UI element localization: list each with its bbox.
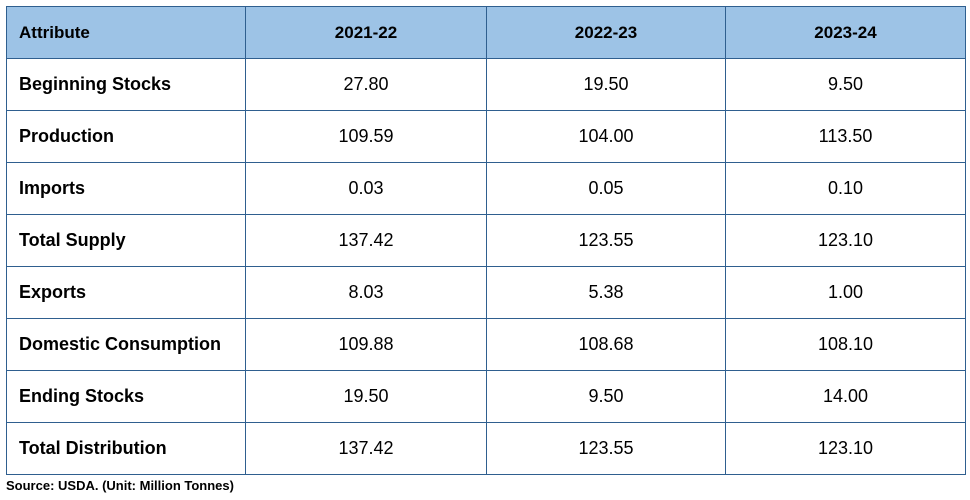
value-cell: 123.55	[486, 214, 726, 267]
value-cell: 109.59	[245, 110, 487, 163]
value-cell: 0.03	[245, 162, 487, 215]
value-cell: 108.10	[725, 318, 966, 371]
header-row: Attribute 2021-22 2022-23 2023-24	[6, 6, 966, 59]
row-label: Beginning Stocks	[6, 58, 246, 111]
table-row: Ending Stocks 19.50 9.50 14.00	[6, 370, 966, 423]
value-cell: 113.50	[725, 110, 966, 163]
value-cell: 0.05	[486, 162, 726, 215]
value-cell: 137.42	[245, 422, 487, 475]
value-cell: 1.00	[725, 266, 966, 319]
header-cell: 2023-24	[725, 6, 966, 59]
table-row: Beginning Stocks 27.80 19.50 9.50	[6, 58, 966, 111]
value-cell: 109.88	[245, 318, 487, 371]
value-cell: 0.10	[725, 162, 966, 215]
value-cell: 108.68	[486, 318, 726, 371]
source-note: Source: USDA. (Unit: Million Tonnes)	[6, 478, 234, 493]
value-cell: 27.80	[245, 58, 487, 111]
row-label: Imports	[6, 162, 246, 215]
table-row: Total Distribution 137.42 123.55 123.10	[6, 422, 966, 475]
value-cell: 19.50	[486, 58, 726, 111]
row-label: Ending Stocks	[6, 370, 246, 423]
value-cell: 8.03	[245, 266, 487, 319]
value-cell: 14.00	[725, 370, 966, 423]
table-row: Exports 8.03 5.38 1.00	[6, 266, 966, 319]
row-label: Domestic Consumption	[6, 318, 246, 371]
value-cell: 19.50	[245, 370, 487, 423]
value-cell: 137.42	[245, 214, 487, 267]
header-cell: Attribute	[6, 6, 246, 59]
table-row: Imports 0.03 0.05 0.10	[6, 162, 966, 215]
value-cell: 9.50	[725, 58, 966, 111]
table-row: Production 109.59 104.00 113.50	[6, 110, 966, 163]
header-cell: 2022-23	[486, 6, 726, 59]
row-label: Production	[6, 110, 246, 163]
value-cell: 123.55	[486, 422, 726, 475]
header-cell: 2021-22	[245, 6, 487, 59]
value-cell: 123.10	[725, 422, 966, 475]
table-row: Domestic Consumption 109.88 108.68 108.10	[6, 318, 966, 371]
value-cell: 9.50	[486, 370, 726, 423]
row-label: Exports	[6, 266, 246, 319]
row-label: Total Supply	[6, 214, 246, 267]
value-cell: 104.00	[486, 110, 726, 163]
row-label: Total Distribution	[6, 422, 246, 475]
data-table: Attribute 2021-22 2022-23 2023-24 Beginning…	[6, 6, 966, 475]
value-cell: 123.10	[725, 214, 966, 267]
value-cell: 5.38	[486, 266, 726, 319]
table-row: Total Supply 137.42 123.55 123.10	[6, 214, 966, 267]
